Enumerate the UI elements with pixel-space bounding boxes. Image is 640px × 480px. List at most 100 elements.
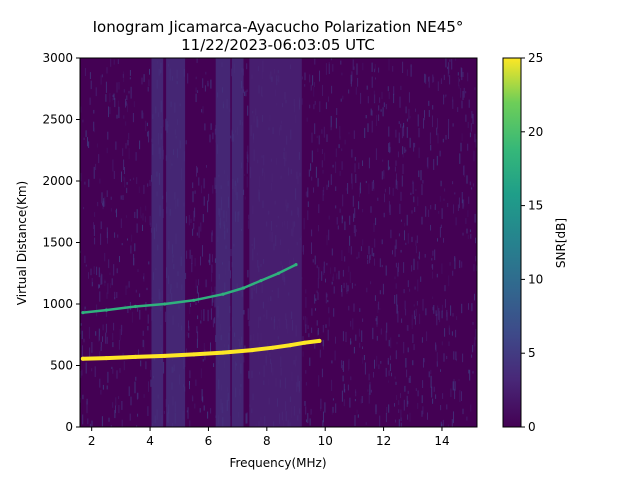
noise-speck	[108, 259, 110, 269]
noise-speck	[388, 370, 390, 376]
noise-speck	[209, 134, 211, 143]
echo-point	[133, 354, 138, 359]
noise-speck	[307, 325, 309, 329]
noise-speck	[84, 68, 86, 76]
noise-speck	[96, 266, 98, 276]
noise-speck	[120, 218, 122, 229]
noise-speck	[474, 293, 475, 301]
noise-speck	[388, 58, 390, 71]
noise-speck	[439, 150, 441, 157]
noise-speck	[134, 381, 136, 394]
noise-speck	[418, 147, 420, 159]
noise-speck	[441, 263, 443, 274]
noise-speck	[351, 282, 353, 289]
noise-speck	[110, 208, 112, 212]
noise-speck	[211, 286, 212, 296]
y-tick-label: 2000	[42, 174, 73, 188]
noise-speck	[93, 121, 95, 132]
noise-speck	[307, 187, 309, 198]
noise-speck	[433, 76, 435, 82]
noise-speck	[203, 196, 205, 206]
noise-speck	[336, 108, 338, 115]
noise-speck	[90, 80, 92, 90]
noise-speck	[379, 97, 381, 103]
noise-speck	[84, 306, 86, 310]
noise-speck	[402, 61, 404, 73]
noise-speck	[321, 160, 323, 168]
noise-speck	[415, 240, 417, 246]
noise-speck	[409, 137, 411, 148]
noise-speck	[355, 389, 357, 393]
interference-band	[166, 58, 186, 427]
noise-speck	[246, 63, 248, 70]
noise-speck	[353, 130, 355, 139]
interference-band	[249, 58, 302, 427]
noise-speck	[354, 283, 356, 286]
noise-speck	[343, 282, 345, 288]
noise-speck	[139, 140, 141, 150]
noise-speck	[135, 376, 137, 381]
noise-speck	[123, 159, 125, 170]
noise-speck	[314, 294, 316, 304]
noise-speck	[114, 297, 116, 300]
noise-speck	[461, 261, 463, 268]
noise-speck	[318, 375, 320, 387]
noise-speck	[396, 294, 398, 306]
noise-speck	[365, 422, 367, 425]
noise-speck	[328, 62, 330, 73]
noise-speck	[246, 176, 248, 188]
noise-speck	[402, 146, 404, 158]
noise-speck	[406, 127, 408, 138]
noise-speck	[364, 362, 366, 375]
noise-speck	[443, 198, 445, 201]
noise-speck	[432, 105, 434, 110]
noise-speck	[101, 74, 103, 78]
noise-speck	[80, 328, 82, 335]
noise-speck	[129, 178, 131, 181]
noise-speck	[185, 272, 187, 280]
noise-speck	[377, 197, 379, 201]
noise-speck	[205, 279, 207, 288]
noise-speck	[373, 223, 375, 232]
noise-speck	[352, 318, 354, 330]
noise-speck	[88, 326, 90, 339]
noise-speck	[109, 272, 111, 276]
noise-speck	[306, 191, 308, 198]
noise-speck	[454, 388, 456, 400]
noise-speck	[198, 177, 200, 186]
noise-speck	[118, 340, 120, 350]
noise-speck	[386, 322, 388, 333]
noise-speck	[345, 331, 347, 343]
noise-speck	[128, 386, 130, 397]
echo-point	[221, 292, 225, 296]
noise-speck	[399, 96, 401, 108]
noise-speck	[230, 135, 232, 139]
noise-speck	[392, 250, 393, 255]
noise-speck	[379, 258, 381, 268]
noise-speck	[116, 370, 118, 379]
noise-speck	[318, 225, 319, 232]
noise-speck	[200, 368, 202, 379]
noise-speck	[302, 245, 304, 255]
noise-speck	[475, 139, 477, 148]
noise-speck	[211, 264, 213, 273]
noise-speck	[243, 89, 245, 93]
noise-speck	[361, 330, 363, 342]
noise-speck	[455, 351, 457, 361]
noise-speck	[373, 372, 374, 378]
noise-speck	[397, 151, 399, 158]
noise-speck	[368, 183, 370, 195]
noise-speck	[311, 327, 313, 333]
noise-speck	[125, 121, 127, 126]
noise-speck	[390, 229, 392, 239]
noise-speck	[317, 178, 319, 187]
noise-speck	[371, 120, 373, 133]
noise-speck	[374, 258, 375, 266]
noise-speck	[313, 82, 315, 87]
noise-speck	[461, 68, 463, 81]
noise-speck	[444, 285, 446, 292]
noise-speck	[374, 359, 375, 369]
noise-speck	[393, 93, 395, 104]
noise-speck	[407, 233, 409, 244]
noise-speck	[87, 137, 88, 147]
